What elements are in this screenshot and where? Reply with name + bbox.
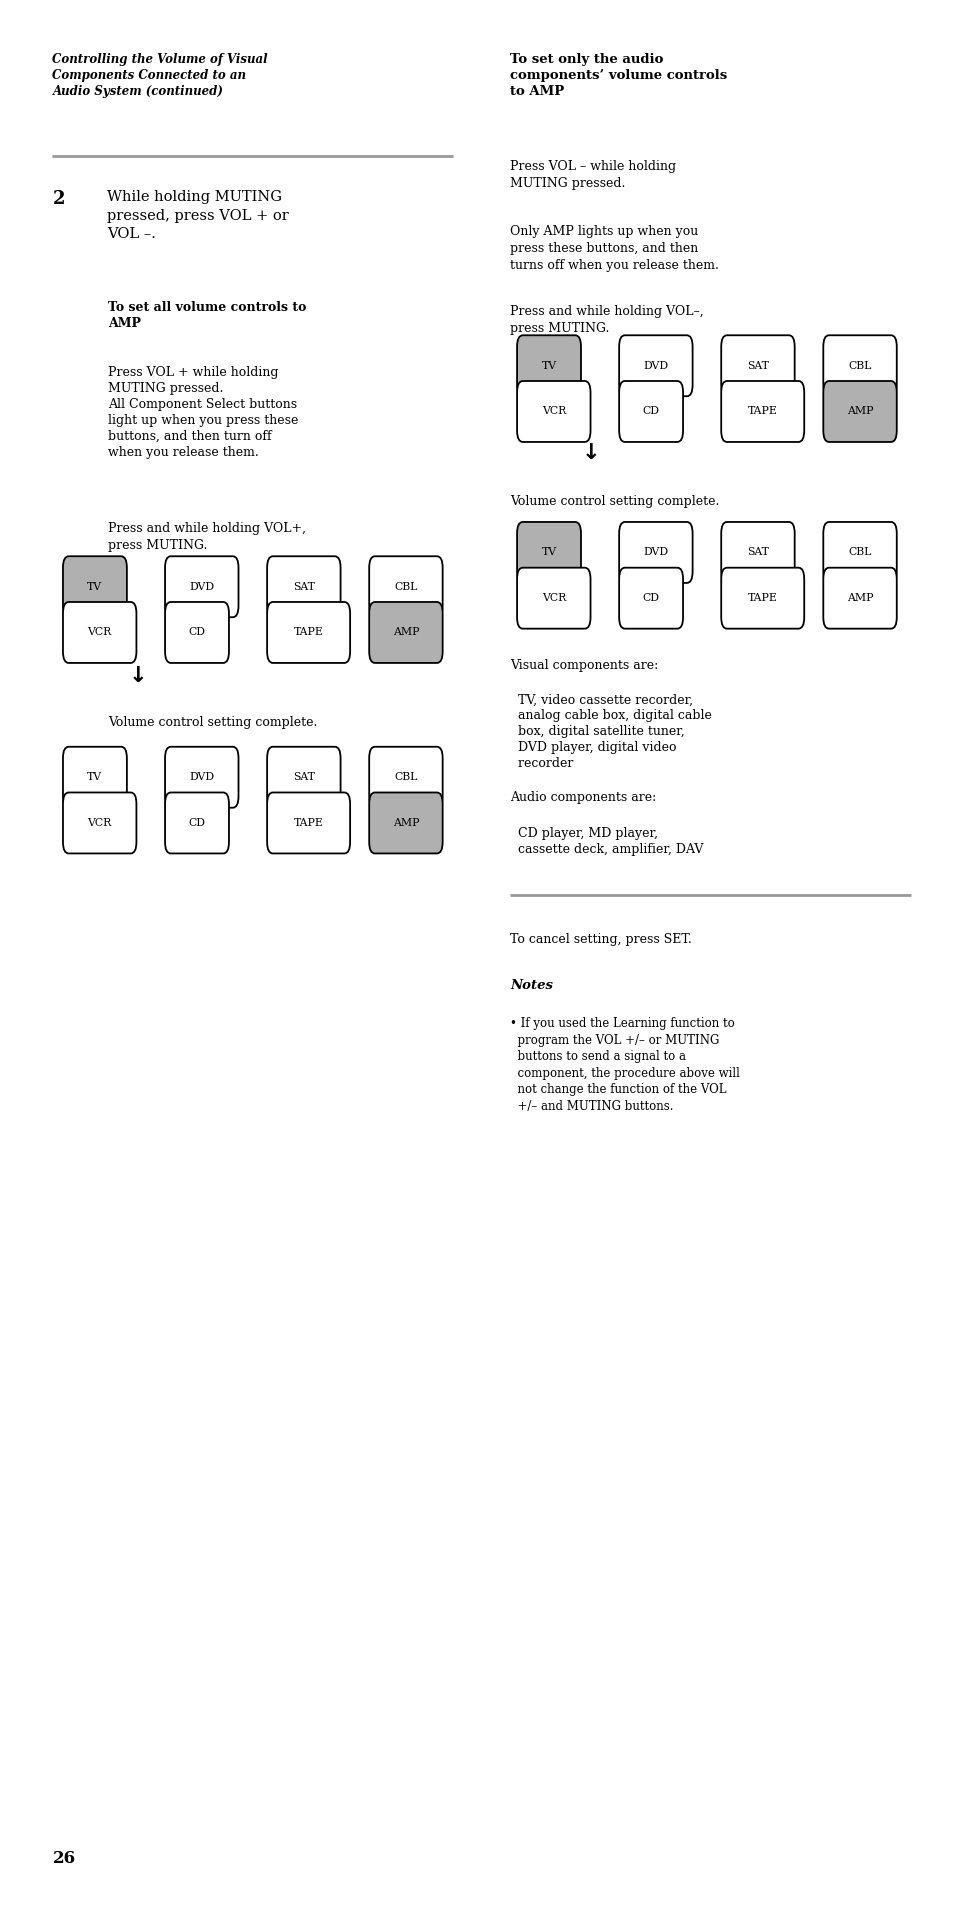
FancyBboxPatch shape [720,568,803,629]
FancyBboxPatch shape [822,381,896,442]
FancyBboxPatch shape [267,792,350,853]
Text: TAPE: TAPE [294,817,323,829]
Text: CBL: CBL [847,360,871,371]
FancyBboxPatch shape [720,335,794,396]
Text: CD: CD [642,406,659,417]
FancyBboxPatch shape [720,381,803,442]
Text: CD: CD [189,817,205,829]
Text: TAPE: TAPE [747,592,777,604]
Text: 2: 2 [52,190,65,208]
FancyBboxPatch shape [63,792,136,853]
Text: SAT: SAT [293,581,314,592]
FancyBboxPatch shape [267,556,340,617]
Text: VCR: VCR [88,627,112,638]
Text: Press VOL – while holding
MUTING pressed.: Press VOL – while holding MUTING pressed… [510,160,676,190]
Text: CD: CD [189,627,205,638]
Text: • If you used the Learning function to
  program the VOL +/– or MUTING
  buttons: • If you used the Learning function to p… [510,1017,740,1113]
FancyBboxPatch shape [517,381,590,442]
Text: Visual components are:: Visual components are: [510,659,658,672]
FancyBboxPatch shape [165,747,238,808]
Text: 26: 26 [52,1850,75,1867]
Text: Only AMP lights up when you
press these buttons, and then
turns off when you rel: Only AMP lights up when you press these … [510,225,719,272]
Text: AMP: AMP [846,592,872,604]
Text: DVD: DVD [189,772,214,783]
Text: TAPE: TAPE [294,627,323,638]
Text: CD player, MD player,
  cassette deck, amplifier, DAV: CD player, MD player, cassette deck, amp… [510,827,703,855]
FancyBboxPatch shape [267,602,350,663]
FancyBboxPatch shape [822,335,896,396]
Text: SAT: SAT [746,547,768,558]
Text: Notes: Notes [510,979,553,993]
Text: VCR: VCR [541,592,565,604]
FancyBboxPatch shape [618,568,682,629]
Text: To set only the audio
components’ volume controls
to AMP: To set only the audio components’ volume… [510,53,727,99]
Text: TV: TV [541,547,556,558]
Text: ↓: ↓ [129,667,148,686]
Text: DVD: DVD [189,581,214,592]
FancyBboxPatch shape [369,747,442,808]
FancyBboxPatch shape [63,747,127,808]
Text: Volume control setting complete.: Volume control setting complete. [108,716,316,730]
Text: Audio components are:: Audio components are: [510,791,656,804]
Text: VCR: VCR [541,406,565,417]
Text: Press and while holding VOL+,
press MUTING.: Press and while holding VOL+, press MUTI… [108,522,306,552]
Text: CBL: CBL [847,547,871,558]
FancyBboxPatch shape [369,792,442,853]
Text: AMP: AMP [393,627,418,638]
FancyBboxPatch shape [63,602,136,663]
FancyBboxPatch shape [165,556,238,617]
Text: SAT: SAT [746,360,768,371]
Text: AMP: AMP [393,817,418,829]
Text: While holding MUTING
pressed, press VOL + or
VOL –.: While holding MUTING pressed, press VOL … [107,190,289,242]
Text: TV: TV [88,581,102,592]
FancyBboxPatch shape [618,522,692,583]
FancyBboxPatch shape [63,556,127,617]
Text: Controlling the Volume of Visual
Components Connected to an
Audio System (contin: Controlling the Volume of Visual Compone… [52,53,268,99]
FancyBboxPatch shape [822,568,896,629]
FancyBboxPatch shape [618,381,682,442]
Text: CBL: CBL [394,772,417,783]
FancyBboxPatch shape [517,522,580,583]
Text: SAT: SAT [293,772,314,783]
Text: TV: TV [88,772,102,783]
Text: TV: TV [541,360,556,371]
Text: To set all volume controls to
AMP: To set all volume controls to AMP [108,301,306,330]
FancyBboxPatch shape [369,556,442,617]
FancyBboxPatch shape [165,792,229,853]
FancyBboxPatch shape [517,568,590,629]
Text: Press and while holding VOL–,
press MUTING.: Press and while holding VOL–, press MUTI… [510,305,703,335]
Text: DVD: DVD [642,360,668,371]
Text: TAPE: TAPE [747,406,777,417]
FancyBboxPatch shape [165,602,229,663]
Text: Press VOL + while holding
MUTING pressed.
All Component Select buttons
light up : Press VOL + while holding MUTING pressed… [108,366,298,459]
FancyBboxPatch shape [267,747,340,808]
Text: AMP: AMP [846,406,872,417]
FancyBboxPatch shape [517,335,580,396]
Text: CBL: CBL [394,581,417,592]
Text: To cancel setting, press SET.: To cancel setting, press SET. [510,933,692,947]
FancyBboxPatch shape [822,522,896,583]
FancyBboxPatch shape [618,335,692,396]
Text: CD: CD [642,592,659,604]
FancyBboxPatch shape [369,602,442,663]
Text: ↓: ↓ [581,444,600,463]
Text: DVD: DVD [642,547,668,558]
Text: Volume control setting complete.: Volume control setting complete. [510,495,719,509]
Text: TV, video cassette recorder,
  analog cable box, digital cable
  box, digital sa: TV, video cassette recorder, analog cabl… [510,693,712,770]
Text: VCR: VCR [88,817,112,829]
FancyBboxPatch shape [720,522,794,583]
